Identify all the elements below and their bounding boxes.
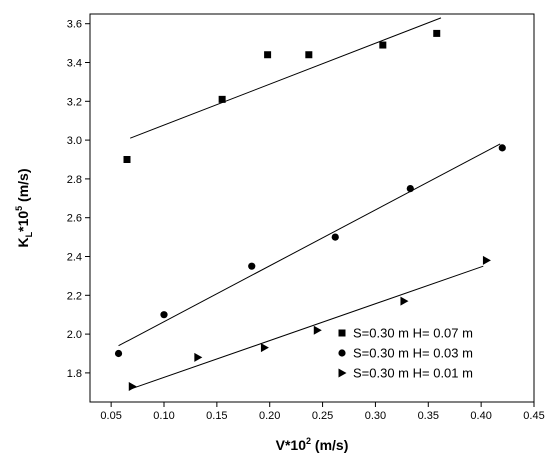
circle-point xyxy=(331,233,339,241)
legend-label: S=0.30 m H= 0.01 m xyxy=(353,366,473,381)
circle-point xyxy=(248,262,256,270)
y-axis-title-sup: 5 xyxy=(14,206,24,211)
y-tick-label: 2.6 xyxy=(67,213,82,225)
square-point xyxy=(264,51,272,59)
circle-point xyxy=(498,144,506,152)
triangle-point xyxy=(194,352,203,362)
circle-point xyxy=(406,185,414,193)
x-tick-label: 0.40 xyxy=(470,410,491,422)
square-point xyxy=(305,51,313,59)
y-tick-label: 3.0 xyxy=(67,135,82,147)
legend-label: S=0.30 m H= 0.03 m xyxy=(353,346,473,361)
triangle-point xyxy=(128,381,137,391)
fit-line xyxy=(132,265,484,389)
y-tick-label: 3.2 xyxy=(67,96,82,108)
legend-marker xyxy=(338,329,346,337)
fit-line xyxy=(118,143,501,347)
y-tick-label: 2.2 xyxy=(67,290,82,302)
legend: S=0.30 m H= 0.07 m S=0.30 m H= 0.03 m S=0.… xyxy=(338,326,473,381)
y-axis-title-sub: L xyxy=(24,231,34,237)
x-tick-label: 0.10 xyxy=(153,410,174,422)
circle-point xyxy=(114,349,123,358)
data-points xyxy=(114,29,506,391)
y-axis-title-main: K xyxy=(15,237,31,247)
x-tick-label: 0.20 xyxy=(259,410,280,422)
y-axis: 1.8 2.0 2.2 2.4 2.6 2.8 3.0 3.2 3.4 3.6 xyxy=(67,19,90,380)
x-axis: 0.05 0.10 0.15 0.20 0.25 0.30 0.35 0.40 0.45 xyxy=(100,402,545,422)
y-axis-title: KL*105 (m/s) xyxy=(14,168,34,247)
triangle-point xyxy=(260,343,269,353)
triangle-point xyxy=(482,255,491,265)
x-axis-title-unit: (m/s) xyxy=(311,437,348,453)
x-tick-label: 0.35 xyxy=(418,410,439,422)
y-axis-title-unit: (m/s) xyxy=(15,168,31,205)
y-tick-label: 3.4 xyxy=(67,58,82,70)
fit-line xyxy=(129,17,442,139)
y-tick-label: 2.8 xyxy=(67,174,82,186)
square-point xyxy=(379,41,387,49)
y-axis-title-mid: *10 xyxy=(15,211,31,232)
x-axis-title: V*102 (m/s) xyxy=(276,436,349,453)
y-tick-label: 1.8 xyxy=(67,368,82,380)
x-tick-label: 0.05 xyxy=(100,410,121,422)
x-tick-label: 0.45 xyxy=(523,410,544,422)
square-point xyxy=(433,29,441,37)
circle-point xyxy=(160,311,168,319)
x-axis-title-main: V*10 xyxy=(276,437,307,453)
legend-marker xyxy=(338,368,347,378)
legend-label: S=0.30 m H= 0.07 m xyxy=(353,326,473,341)
legend-marker xyxy=(338,349,346,357)
plot-frame xyxy=(89,13,535,403)
square-point xyxy=(218,95,226,103)
square-point xyxy=(123,156,131,163)
x-tick-label: 0.15 xyxy=(206,410,227,422)
y-tick-label: 3.6 xyxy=(67,19,82,31)
x-tick-label: 0.25 xyxy=(312,410,333,422)
y-tick-label: 2.4 xyxy=(67,252,82,264)
triangle-point xyxy=(400,296,409,306)
fit-lines xyxy=(118,17,501,389)
y-tick-label: 2.0 xyxy=(67,329,82,341)
x-axis-title-sup: 2 xyxy=(306,436,311,446)
triangle-point xyxy=(313,325,322,335)
x-tick-label: 0.30 xyxy=(365,410,386,422)
